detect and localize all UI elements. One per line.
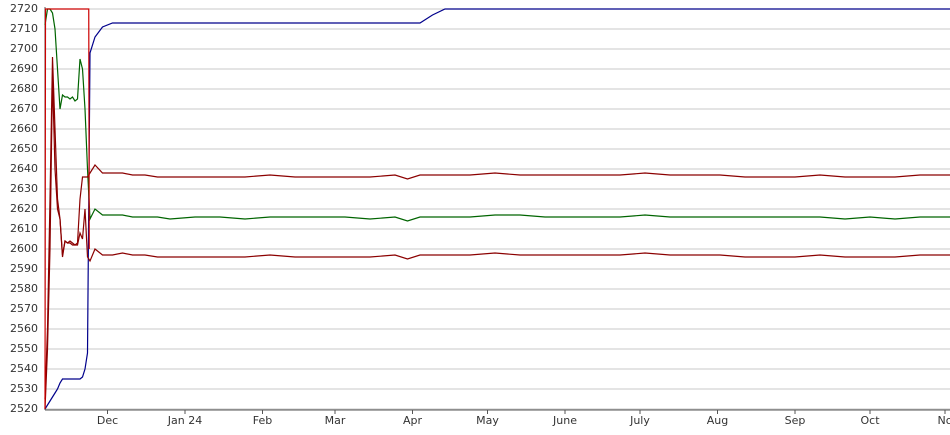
x-tick-label: May [476,414,499,427]
y-tick-label: 2680 [10,82,38,95]
series-line [44,76,950,410]
series-line [44,8,950,410]
y-tick-label: 2660 [10,122,38,135]
series-line [44,8,950,222]
y-tick-label: 2550 [10,342,38,355]
y-tick-label: 2720 [10,2,38,15]
x-tick-label: Oct [860,414,880,427]
x-tick-label: Dec [97,414,118,427]
y-tick-label: 2710 [10,22,38,35]
y-tick-label: 2670 [10,102,38,115]
x-tick-label: Feb [253,414,272,427]
series-line [44,56,950,400]
y-tick-label: 2540 [10,362,38,375]
series-line [44,8,90,410]
y-tick-label: 2600 [10,242,38,255]
y-tick-label: 2570 [10,302,38,315]
x-tick-label: Apr [403,414,423,427]
y-tick-label: 2620 [10,202,38,215]
y-tick-label: 2700 [10,42,38,55]
x-tick-label: Sep [785,414,806,427]
y-tick-label: 2610 [10,222,38,235]
y-tick-label: 2590 [10,262,38,275]
y-tick-label: 2560 [10,322,38,335]
x-tick-label: No [938,414,950,427]
y-tick-label: 2630 [10,182,38,195]
y-tick-label: 2530 [10,382,38,395]
x-tick-label: June [552,414,577,427]
x-tick-label: Jan 24 [167,414,202,427]
y-tick-label: 2580 [10,282,38,295]
y-tick-label: 2520 [10,402,38,415]
x-tick-label: Aug [707,414,728,427]
y-tick-label: 2690 [10,62,38,75]
x-tick-label: Mar [325,414,346,427]
y-tick-label: 2640 [10,162,38,175]
x-tick-label: July [629,414,650,427]
y-tick-label: 2650 [10,142,38,155]
